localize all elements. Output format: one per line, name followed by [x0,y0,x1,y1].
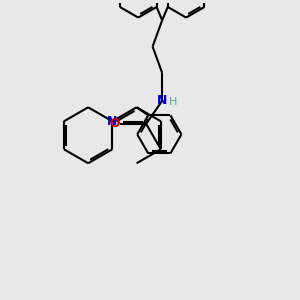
Text: N: N [107,115,118,128]
Text: O: O [109,117,120,130]
Text: N: N [157,94,167,107]
Text: H: H [169,97,178,107]
